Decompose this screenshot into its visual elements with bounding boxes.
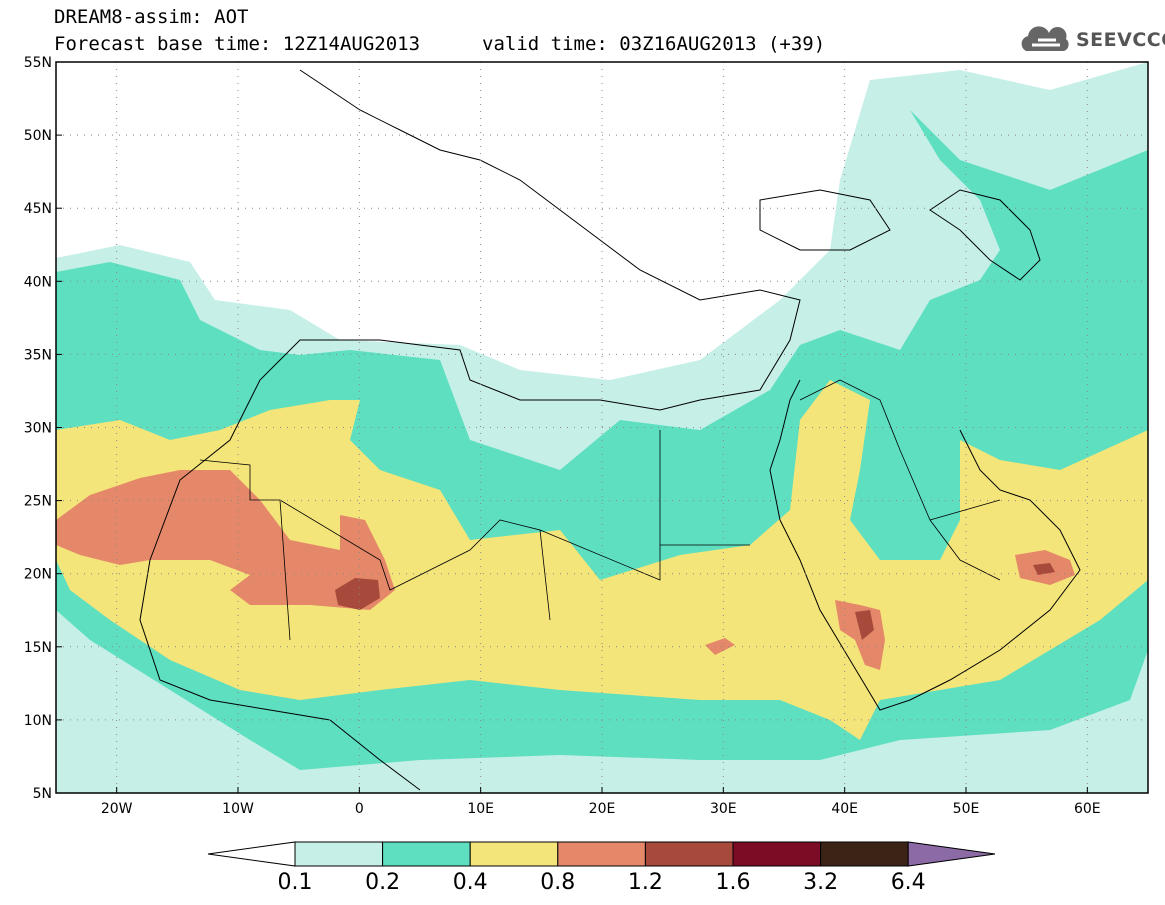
colorbar: 0.1 0.2 0.4 0.8 1.2 1.6 3.2 6.4 (207, 841, 996, 895)
lat-tick-label: 45N (24, 201, 52, 217)
coastline (779, 429, 1081, 711)
latitude-labels: 5N 10N 15N 20N 25N 30N 35N 40N 45N 50N 55N (24, 55, 52, 802)
colorbar-under-triangle (207, 841, 296, 867)
map-frame (55, 61, 1149, 794)
coastline (139, 559, 421, 791)
coastline (759, 189, 891, 251)
lat-tick-label: 15N (24, 640, 52, 656)
lon-tick-label: 40E (831, 801, 858, 817)
aot-band-1.2 (335, 578, 380, 610)
aot-band-1.2 (855, 610, 874, 640)
lon-tick-label: 50E (953, 801, 980, 817)
coastline (769, 379, 801, 521)
lon-tick-label: 10E (467, 801, 494, 817)
lat-tick-label: 10N (24, 713, 52, 729)
lon-tick-label: 0 (355, 801, 364, 817)
colorbar-level-label: 6.4 (891, 870, 926, 895)
coastline (149, 69, 801, 561)
lon-tick-label: 10W (222, 801, 254, 817)
lat-tick-label: 20N (24, 567, 52, 583)
map-title: DREAM8-assim: AOT (54, 6, 249, 28)
colorbar-level-label: 0.8 (540, 870, 575, 895)
lon-tick-label: 20E (589, 801, 616, 817)
colorbar-level-label: 0.2 (365, 870, 400, 895)
valid-time: valid time: 03Z16AUG2013 (+39) (482, 33, 826, 55)
colorbar-level-label: 1.2 (628, 870, 663, 895)
logo-text: SEEVCCC (1076, 29, 1165, 51)
lat-tick-label: 50N (24, 128, 52, 144)
colorbar-swatch (557, 841, 646, 867)
aot-band-0.8 (705, 638, 735, 655)
aot-band-1.2 (1033, 563, 1055, 575)
lon-tick-label: 30E (710, 801, 737, 817)
aot-band-0.8 (835, 600, 885, 670)
longitude-labels: 20W 10W 0 10E 20E 30E 40E 50E 60E (101, 801, 1101, 817)
lat-tick-label: 5N (33, 786, 52, 802)
colorbar-level-label: 0.1 (278, 870, 313, 895)
lon-tick-label: 20W (101, 801, 133, 817)
forecast-base-time: Forecast base time: 12Z14AUG2013 (54, 33, 421, 55)
country-border (199, 430, 750, 641)
lat-tick-label: 40N (24, 274, 52, 290)
forecast-info: Forecast base time: 12Z14AUG2013 valid ti… (54, 33, 825, 55)
colorbar-level-label: 0.4 (453, 870, 488, 895)
colorbar-level-label: 1.6 (716, 870, 751, 895)
seevccc-logo: SEEVCCC (1018, 23, 1165, 57)
aot-band-0.8 (56, 470, 395, 610)
lon-tick-label: 60E (1074, 801, 1101, 817)
colorbar-swatch (382, 841, 471, 867)
lat-tick-label: 25N (24, 494, 52, 510)
cloud-icon (1021, 26, 1069, 51)
coastline (929, 189, 1041, 281)
colorbar-swatch (644, 841, 734, 867)
graticule (56, 61, 1148, 794)
lat-tick-label: 30N (24, 421, 52, 437)
lat-tick-label: 55N (24, 55, 52, 71)
colorbar-swatch (820, 841, 909, 867)
country-border (799, 379, 1001, 581)
colorbar-over-triangle (907, 841, 996, 867)
colorbar-level-label: 3.2 (803, 870, 838, 895)
lat-tick-label: 35N (24, 347, 52, 363)
colorbar-swatch (732, 841, 822, 867)
colorbar-swatch (469, 841, 559, 867)
colorbar-swatch (294, 841, 384, 867)
